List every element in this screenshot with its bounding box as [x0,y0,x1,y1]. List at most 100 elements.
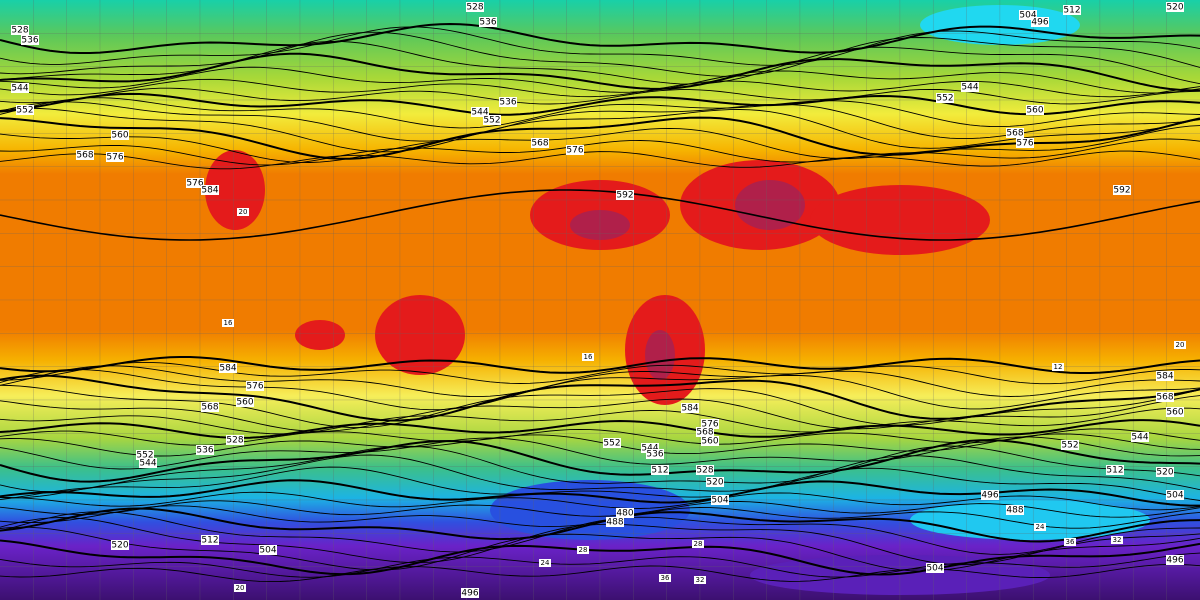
label-box [234,584,246,592]
contour-label: 528 [11,26,28,36]
label-box [616,190,634,200]
very-hot-region [735,180,805,230]
label-box [1111,536,1123,544]
contour-label: 576 [106,153,123,163]
label-box [219,363,237,373]
contour-line [0,491,1200,511]
contour-label: 576 [246,382,263,392]
contour-label: 512 [1063,6,1080,16]
contour-line [0,479,1200,507]
contour-label: 496 [1166,556,1183,566]
contour-label: 536 [479,18,496,28]
contour-label: 552 [483,116,500,126]
contour-line [0,466,1200,501]
label-box [466,2,484,12]
contour-label: 576 [566,146,583,156]
contour-label: 496 [461,589,478,599]
label-box [1063,5,1081,15]
label-box [226,435,244,445]
height-contours [0,22,1200,583]
contour-label: 536 [646,450,663,460]
contour-label: 512 [201,536,218,546]
contour-label: 560 [236,398,253,408]
label-box [696,427,714,437]
contour-line [0,22,1200,54]
hot-region [205,150,265,230]
contour-line [0,439,1200,483]
contour-label: 552 [1061,441,1078,451]
contour-label: 544 [961,83,978,93]
label-box [706,477,724,487]
temperature-label: 36 [661,574,670,582]
label-box [603,438,621,448]
contour-line [0,526,1200,572]
contour-label: 536 [196,446,213,456]
contour-label: 568 [1006,129,1023,139]
label-box [1031,17,1049,27]
label-box [1166,555,1184,565]
label-box [531,138,549,148]
contour-line [0,150,1200,170]
temperature-label: 32 [696,576,705,584]
contour-line [0,26,1200,66]
label-box [471,107,489,117]
contour-label: 592 [1113,186,1130,196]
contour-line [0,384,1200,429]
hot-region [375,295,465,375]
contour-line [0,369,1200,411]
label-box [1064,538,1076,546]
label-box [646,449,664,459]
temperature-label: 28 [694,540,703,548]
label-box [1131,432,1149,442]
label-box [926,563,944,573]
contour-label: 584 [201,186,218,196]
contour-label: 504 [711,496,728,506]
contour-line [0,66,1200,94]
label-box [1006,505,1024,515]
contour-line [0,445,1200,493]
temperature-label: 20 [239,208,248,216]
contour-line [0,436,1200,470]
contour-label: 488 [1006,506,1023,516]
contour-label: 496 [981,491,998,501]
contour-label: 576 [186,179,203,189]
temperature-label: 20 [236,584,245,592]
contour-label: 520 [706,478,723,488]
label-box [616,508,634,518]
contour-line [0,189,1200,241]
contour-label: 528 [696,466,713,476]
contour-label: 504 [926,564,943,574]
contour-label: 568 [201,403,218,413]
contour-line [0,97,1200,129]
label-box [136,450,154,460]
label-box [201,185,219,195]
label-box [461,588,479,598]
label-box [16,105,34,115]
contour-label: 512 [1106,466,1123,476]
contour-label: 520 [1166,3,1183,13]
contour-line [0,138,1200,166]
contour-line [0,517,1200,566]
label-box [696,465,714,475]
label-box [201,402,219,412]
label-box [21,35,39,45]
contour-line [0,395,1200,432]
contour-label: 584 [681,404,698,414]
label-box [196,445,214,455]
contour-label: 528 [226,436,243,446]
label-box [139,458,157,468]
contour-label: 536 [499,98,516,108]
contour-label: 576 [1016,139,1033,149]
contour-line [0,511,1200,555]
contour-line [0,52,1200,92]
label-box [659,574,671,582]
label-box [222,319,234,327]
label-box [701,436,719,446]
label-box [11,83,29,93]
label-box [1156,467,1174,477]
label-box [111,540,129,550]
contour-label: 544 [139,459,156,469]
label-box [539,559,551,567]
contour-label: 552 [936,94,953,104]
